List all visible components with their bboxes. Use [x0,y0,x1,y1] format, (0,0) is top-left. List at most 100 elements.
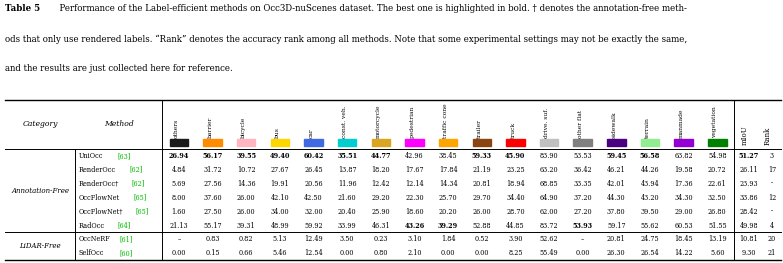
Text: 3.10: 3.10 [407,235,422,244]
Text: 26.54: 26.54 [640,249,659,257]
Text: 37.80: 37.80 [607,208,626,216]
Text: const. veh.: const. veh. [342,105,347,138]
Bar [237,139,255,146]
Text: 27.56: 27.56 [204,180,222,188]
Text: 12.49: 12.49 [304,235,323,244]
Text: –: – [177,235,181,244]
Text: pedestrian: pedestrian [410,105,414,138]
Text: 37.60: 37.60 [204,194,222,202]
Text: 56.17: 56.17 [203,152,222,160]
Text: sidewalk: sidewalk [612,111,616,138]
Text: 13.87: 13.87 [337,166,356,174]
Text: 51.55: 51.55 [708,221,727,230]
Text: 63.20: 63.20 [539,166,558,174]
Text: OccFlowNet†: OccFlowNet† [78,208,123,216]
Text: 26.00: 26.00 [237,194,255,202]
Text: others: others [174,119,179,138]
Text: 10.81: 10.81 [740,235,758,244]
Text: 48.99: 48.99 [271,221,289,230]
Text: 83.72: 83.72 [539,221,558,230]
Text: 0.00: 0.00 [576,249,590,257]
Text: 0.00: 0.00 [171,249,186,257]
Text: 32.50: 32.50 [708,194,727,202]
Text: 29.00: 29.00 [674,208,693,216]
Text: 33.86: 33.86 [740,194,758,202]
Text: [65]: [65] [135,208,149,216]
Text: 39.29: 39.29 [438,221,458,230]
Text: OccNeRF: OccNeRF [78,235,110,244]
Text: 9.30: 9.30 [742,249,756,257]
Text: 64.90: 64.90 [539,194,558,202]
Text: 44.85: 44.85 [506,221,525,230]
Text: 18.20: 18.20 [371,166,390,174]
Text: 68.85: 68.85 [539,180,558,188]
Text: 0.80: 0.80 [373,249,388,257]
Text: 43.94: 43.94 [640,180,659,188]
Text: 83.90: 83.90 [539,152,558,160]
Text: 52.62: 52.62 [539,235,558,244]
Text: 28.42: 28.42 [740,208,758,216]
Text: 26.00: 26.00 [472,208,491,216]
Text: 38.45: 38.45 [438,152,457,160]
Text: 25.90: 25.90 [371,208,390,216]
Text: 32.00: 32.00 [304,208,323,216]
Text: 20.81: 20.81 [472,180,491,188]
Text: drive. suf.: drive. suf. [544,108,549,138]
Bar [372,139,390,146]
Text: 21: 21 [768,249,776,257]
Bar [640,139,659,146]
Text: Table 5: Table 5 [5,4,41,13]
Text: 20.72: 20.72 [708,166,727,174]
Text: 34.00: 34.00 [271,208,289,216]
Text: and the results are just collected here for reference.: and the results are just collected here … [5,64,233,73]
Text: 43.20: 43.20 [640,194,659,202]
Text: 45.90: 45.90 [505,152,525,160]
Text: 26.94: 26.94 [168,152,189,160]
Text: 12: 12 [768,194,776,202]
Bar [674,139,693,146]
Text: RadOcc: RadOcc [78,221,104,230]
Text: 35.51: 35.51 [337,152,357,160]
Text: 5.69: 5.69 [171,180,186,188]
Text: 0.83: 0.83 [205,235,220,244]
Text: 17.36: 17.36 [674,180,693,188]
Bar [607,139,626,146]
Text: bicycle: bicycle [241,117,246,138]
Text: barrier: barrier [207,117,212,138]
Text: 44.77: 44.77 [370,152,391,160]
Text: 17: 17 [768,166,776,174]
Text: ods that only use rendered labels. “Rank” denotes the accuracy rank among all me: ods that only use rendered labels. “Rank… [5,34,687,43]
Text: 21.60: 21.60 [337,194,356,202]
Text: 22.30: 22.30 [405,194,424,202]
Text: 55.17: 55.17 [204,221,222,230]
Text: 10.72: 10.72 [237,166,255,174]
Bar [204,139,222,146]
Bar [573,139,592,146]
Text: Performance of the Label-efficient methods on Occ3D-nuScenes dataset. The best o: Performance of the Label-efficient metho… [54,4,687,13]
Text: Category: Category [23,120,58,128]
Text: 39.50: 39.50 [640,208,659,216]
Text: 31.72: 31.72 [204,166,222,174]
Text: 46.31: 46.31 [371,221,390,230]
Text: 42.50: 42.50 [304,194,323,202]
Text: 14.34: 14.34 [438,180,457,188]
Text: 14.36: 14.36 [237,180,255,188]
Text: 53.53: 53.53 [573,152,592,160]
Text: Annotation-Free: Annotation-Free [12,187,70,195]
Text: [62]: [62] [129,166,143,174]
Text: 20: 20 [768,235,776,244]
Text: 37.20: 37.20 [573,194,592,202]
Text: traffic cone: traffic cone [443,103,448,138]
Bar [472,139,491,146]
Text: 44.26: 44.26 [640,166,659,174]
Text: car: car [309,128,313,138]
Text: 27.67: 27.67 [271,166,289,174]
Text: 42.96: 42.96 [405,152,424,160]
Text: 12.14: 12.14 [405,180,424,188]
Text: 2.10: 2.10 [407,249,422,257]
Text: 63.82: 63.82 [674,152,693,160]
Text: SelfOcc: SelfOcc [78,249,104,257]
Text: 29.70: 29.70 [472,194,491,202]
Text: [61]: [61] [119,235,132,244]
Text: 19.91: 19.91 [271,180,289,188]
